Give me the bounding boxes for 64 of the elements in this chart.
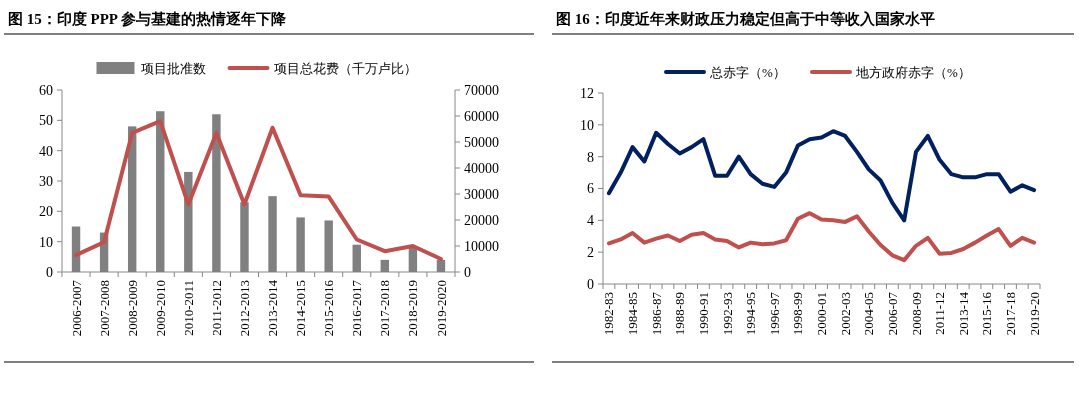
y-tick-label: 60	[39, 82, 53, 98]
chart-title: 图 15：印度 PPP 参与基建的热情逐年下降	[8, 10, 287, 27]
x-tick-label: 2000-01	[814, 292, 830, 336]
x-tick-label: 2004-05	[861, 292, 877, 336]
y2-tick-label: 40000	[464, 160, 499, 176]
line-series	[606, 129, 1037, 223]
x-tick-label: 2018-2019	[405, 280, 421, 337]
y-tick-label: 20	[39, 204, 53, 220]
chart-title: 图 16：印度近年来财政压力稳定但高于中等收入国家水平	[556, 10, 935, 27]
x-tick-label: 1994-95	[743, 292, 759, 336]
x-tick-label: 1984-85	[625, 292, 641, 336]
y-tick-label: 0	[46, 264, 53, 280]
x-tick-label: 2008-2009	[124, 280, 140, 337]
x-tick-label: 2008-09	[908, 292, 924, 336]
x-tick-label: 1986-87	[648, 291, 664, 336]
x-tick-label: 2010-2011	[180, 280, 196, 336]
x-tick-label: 2016-2017	[349, 279, 365, 337]
y2-tick-label: 10000	[464, 238, 499, 254]
x-tick-label: 2002-03	[837, 292, 853, 336]
legend-label: 总赤字（%）	[709, 65, 786, 80]
legend-label: 项目批准数	[140, 61, 206, 76]
legend-label: 地方政府赤字（%）	[855, 65, 971, 80]
x-tick-label: 2009-2010	[152, 280, 168, 337]
y2-tick-label: 20000	[464, 212, 499, 228]
y-tick-label: 10	[39, 234, 53, 250]
y-tick-label: 40	[39, 143, 53, 159]
y2-tick-label: 70000	[464, 82, 499, 98]
x-tick-label: 2019-2020	[433, 280, 449, 337]
x-tick-label: 2006-2007	[68, 279, 84, 337]
y2-tick-label: 60000	[464, 108, 499, 124]
x-tick-label: 1992-93	[719, 292, 735, 336]
line-series	[74, 119, 443, 261]
y-tick-label: 4	[587, 213, 594, 229]
x-tick-label: 1996-97	[766, 291, 782, 336]
y-tick-label: 50	[39, 113, 53, 129]
x-tick-label: 1982-83	[601, 292, 617, 336]
x-tick-label: 2014-2015	[293, 280, 309, 337]
y-tick-label: 8	[587, 149, 594, 165]
y-tick-label: 6	[587, 181, 594, 197]
x-tick-label: 1998-99	[790, 292, 806, 336]
x-tick-label: 2007-2008	[96, 280, 112, 337]
x-tick-label: 1990-91	[695, 292, 711, 336]
y2-tick-label: 50000	[464, 134, 499, 150]
y2-tick-label: 0	[464, 264, 471, 280]
x-tick-label: 2017-2018	[377, 280, 393, 337]
x-tick-label: 2011-2012	[208, 280, 224, 336]
x-tick-label: 2017-18	[1003, 292, 1019, 336]
y-tick-label: 2	[587, 245, 594, 261]
y-tick-label: 30	[39, 173, 53, 189]
y-tick-label: 12	[580, 85, 594, 101]
line-series	[606, 211, 1037, 263]
y-tick-label: 0	[587, 276, 594, 292]
x-tick-label: 2006-07	[884, 291, 900, 336]
x-tick-label: 2019-20	[1026, 292, 1042, 336]
x-tick-label: 1988-89	[672, 292, 688, 336]
y2-tick-label: 30000	[464, 186, 499, 202]
legend-label: 项目总花费（千万卢比）	[273, 61, 417, 76]
x-tick-label: 2013-2014	[265, 279, 281, 337]
y-tick-label: 10	[580, 117, 594, 133]
x-tick-label: 2011-12	[932, 292, 948, 335]
x-tick-label: 2015-2016	[321, 279, 337, 337]
x-tick-label: 2013-14	[955, 291, 971, 336]
x-tick-label: 2012-2013	[237, 280, 253, 337]
x-tick-label: 2015-16	[979, 291, 995, 336]
